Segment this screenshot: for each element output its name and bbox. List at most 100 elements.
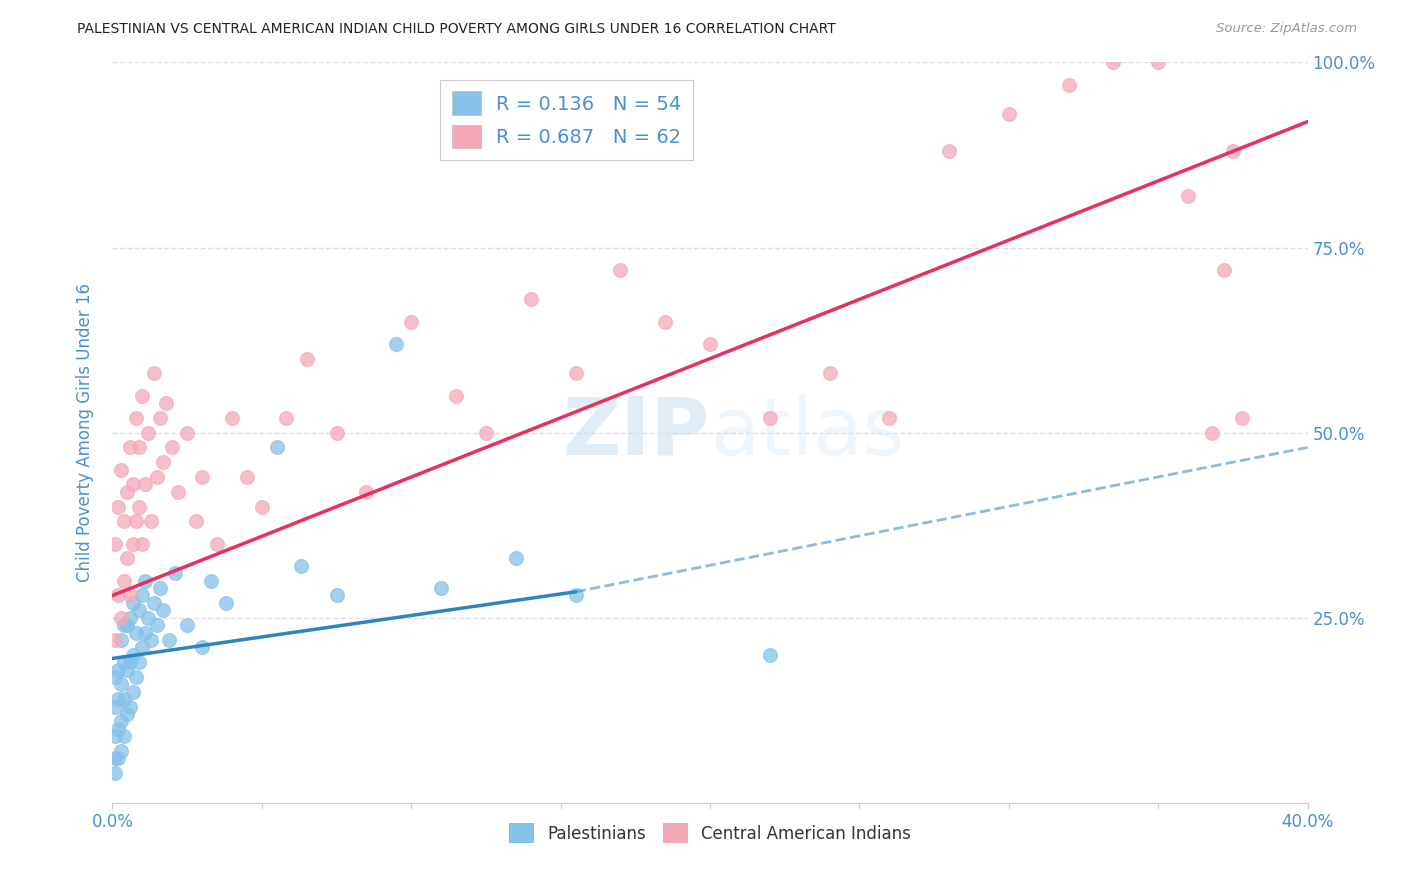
Point bbox=[134, 625, 156, 640]
Point bbox=[122, 685, 145, 699]
Point bbox=[998, 107, 1021, 121]
Point bbox=[176, 425, 198, 440]
Point bbox=[128, 500, 150, 514]
Point bbox=[325, 425, 347, 440]
Point bbox=[385, 336, 408, 351]
Point bbox=[114, 655, 135, 669]
Point bbox=[699, 336, 721, 351]
Point bbox=[104, 766, 127, 780]
Point bbox=[114, 618, 135, 632]
Point bbox=[401, 314, 423, 328]
Point bbox=[117, 551, 139, 566]
Point bbox=[107, 751, 129, 765]
Point bbox=[1057, 78, 1080, 92]
Point bbox=[128, 441, 150, 455]
Point bbox=[110, 744, 132, 758]
Point bbox=[131, 640, 153, 655]
Point bbox=[149, 410, 172, 425]
Point bbox=[141, 632, 163, 647]
Point bbox=[104, 729, 127, 743]
Point bbox=[104, 699, 127, 714]
Point bbox=[143, 596, 166, 610]
Point bbox=[114, 515, 135, 529]
Point bbox=[131, 589, 153, 603]
Point bbox=[609, 262, 631, 277]
Point bbox=[759, 648, 782, 662]
Point bbox=[120, 441, 142, 455]
Point bbox=[120, 699, 142, 714]
Point bbox=[104, 632, 127, 647]
Point bbox=[131, 388, 153, 402]
Point bbox=[475, 425, 498, 440]
Point bbox=[120, 655, 142, 669]
Point bbox=[104, 536, 127, 550]
Point bbox=[191, 470, 214, 484]
Point bbox=[104, 751, 127, 765]
Point bbox=[107, 663, 129, 677]
Point bbox=[274, 410, 297, 425]
Point bbox=[117, 618, 139, 632]
Point bbox=[356, 484, 378, 499]
Point bbox=[114, 729, 135, 743]
Point bbox=[107, 589, 129, 603]
Point bbox=[131, 536, 153, 550]
Point bbox=[938, 145, 960, 159]
Point bbox=[295, 351, 318, 366]
Point bbox=[110, 632, 132, 647]
Point bbox=[200, 574, 222, 588]
Point bbox=[117, 706, 139, 721]
Point bbox=[1222, 145, 1244, 159]
Point bbox=[155, 396, 177, 410]
Point bbox=[114, 692, 135, 706]
Point bbox=[157, 632, 180, 647]
Point bbox=[125, 410, 148, 425]
Point bbox=[146, 618, 169, 632]
Point bbox=[1102, 55, 1125, 70]
Point bbox=[117, 484, 139, 499]
Point bbox=[125, 670, 148, 684]
Point bbox=[122, 477, 145, 491]
Point bbox=[143, 367, 166, 381]
Legend: Palestinians, Central American Indians: Palestinians, Central American Indians bbox=[502, 816, 918, 850]
Point bbox=[152, 603, 174, 617]
Point bbox=[520, 293, 543, 307]
Point bbox=[250, 500, 273, 514]
Point bbox=[110, 462, 132, 476]
Point bbox=[564, 589, 586, 603]
Point bbox=[128, 655, 150, 669]
Point bbox=[110, 610, 132, 624]
Point bbox=[215, 596, 238, 610]
Point bbox=[325, 589, 347, 603]
Point bbox=[141, 515, 163, 529]
Point bbox=[167, 484, 190, 499]
Point bbox=[152, 455, 174, 469]
Y-axis label: Child Poverty Among Girls Under 16: Child Poverty Among Girls Under 16 bbox=[76, 283, 94, 582]
Point bbox=[122, 596, 145, 610]
Point bbox=[107, 692, 129, 706]
Point bbox=[430, 581, 453, 595]
Point bbox=[1177, 188, 1199, 202]
Point bbox=[149, 581, 172, 595]
Point bbox=[138, 425, 160, 440]
Point bbox=[1201, 425, 1223, 440]
Point bbox=[134, 477, 156, 491]
Point bbox=[186, 515, 208, 529]
Point bbox=[122, 648, 145, 662]
Point bbox=[117, 663, 139, 677]
Point bbox=[879, 410, 901, 425]
Point bbox=[104, 670, 127, 684]
Point bbox=[107, 500, 129, 514]
Point bbox=[120, 589, 142, 603]
Text: PALESTINIAN VS CENTRAL AMERICAN INDIAN CHILD POVERTY AMONG GIRLS UNDER 16 CORREL: PALESTINIAN VS CENTRAL AMERICAN INDIAN C… bbox=[77, 22, 837, 37]
Point bbox=[120, 610, 142, 624]
Point bbox=[110, 677, 132, 691]
Point bbox=[266, 441, 288, 455]
Point bbox=[146, 470, 169, 484]
Point bbox=[205, 536, 228, 550]
Point bbox=[236, 470, 259, 484]
Point bbox=[138, 610, 160, 624]
Text: ZIP: ZIP bbox=[562, 393, 710, 472]
Text: atlas: atlas bbox=[710, 393, 904, 472]
Point bbox=[818, 367, 841, 381]
Text: Source: ZipAtlas.com: Source: ZipAtlas.com bbox=[1216, 22, 1357, 36]
